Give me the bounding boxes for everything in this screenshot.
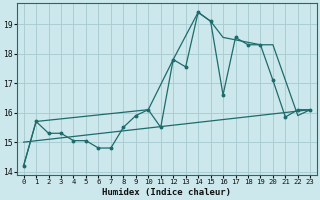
X-axis label: Humidex (Indice chaleur): Humidex (Indice chaleur) (102, 188, 231, 197)
